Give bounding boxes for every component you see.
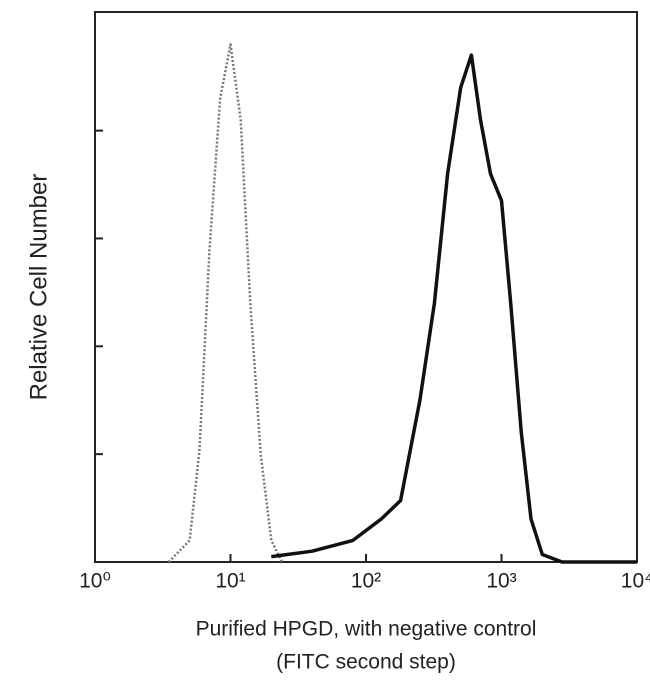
y-axis-label: Relative Cell Number <box>25 174 52 401</box>
histogram-line <box>167 43 284 563</box>
x-tick-label: 10⁴ <box>621 570 650 593</box>
histogram-line <box>271 53 637 564</box>
x-tick-label: 10³ <box>486 570 516 593</box>
x-axis-label: Purified HPGD, with negative control <box>196 618 537 641</box>
x-axis-label: (FITC second step) <box>276 651 456 674</box>
x-tick-label: 10¹ <box>215 570 245 593</box>
plot-frame <box>94 11 638 563</box>
x-tick-label: 10² <box>351 570 381 593</box>
x-tick-label: 10⁰ <box>79 570 111 593</box>
